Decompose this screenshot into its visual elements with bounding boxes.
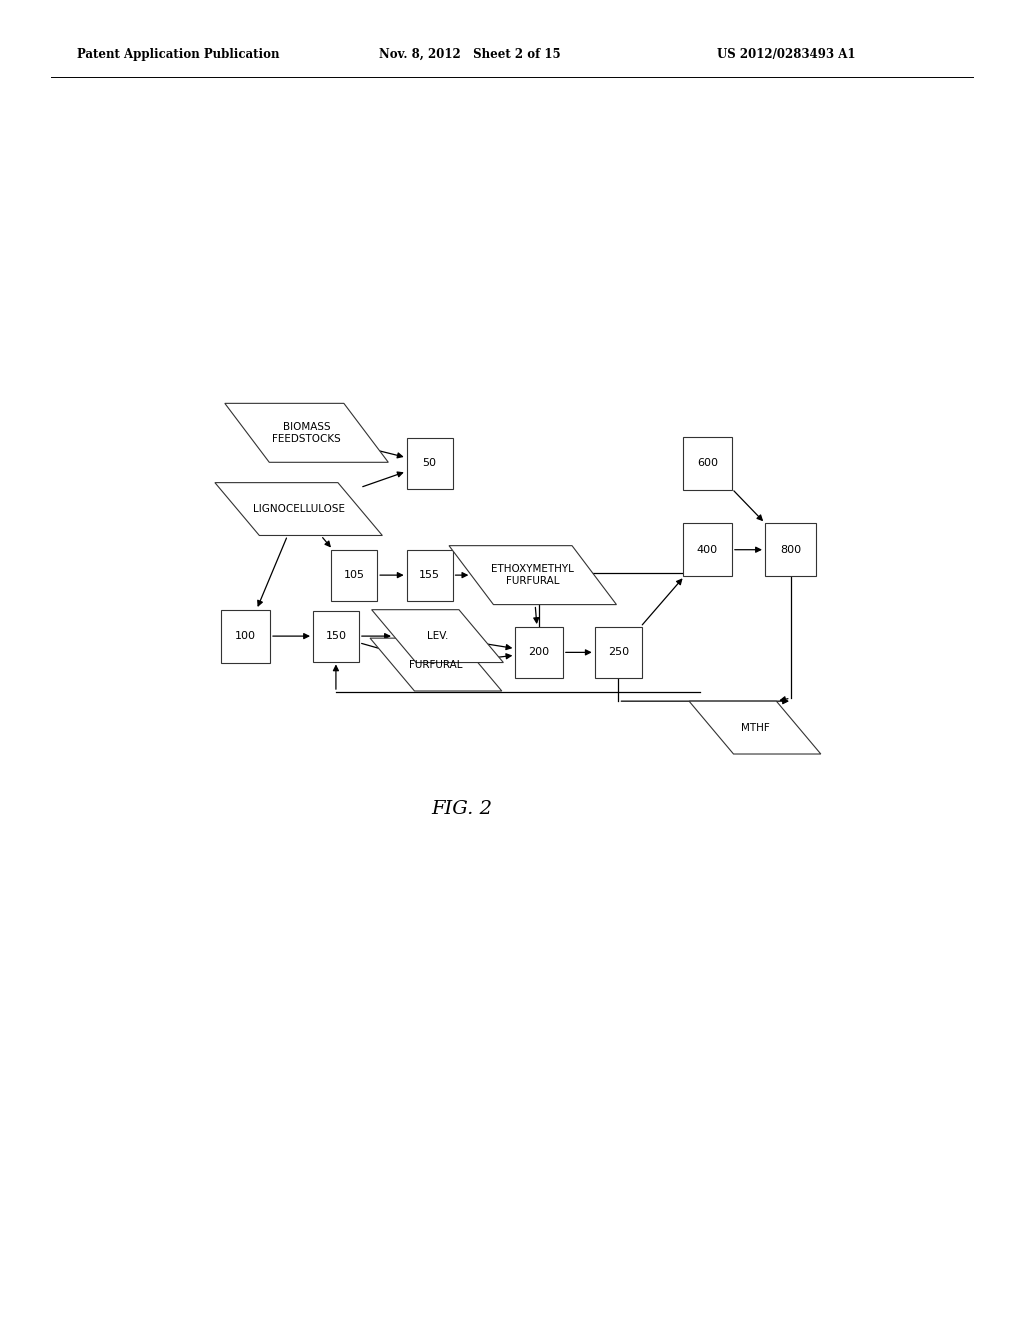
Bar	[407, 549, 453, 601]
Text: 150: 150	[326, 631, 346, 642]
Bar	[313, 611, 359, 661]
Bar	[595, 627, 642, 677]
Polygon shape	[370, 638, 502, 690]
Bar	[683, 437, 732, 490]
Text: BIOMASS
FEEDSTOCKS: BIOMASS FEEDSTOCKS	[272, 422, 341, 444]
Text: 155: 155	[419, 570, 440, 579]
Bar	[765, 523, 816, 576]
Text: 600: 600	[696, 458, 718, 469]
Text: LIGNOCELLULOSE: LIGNOCELLULOSE	[253, 504, 345, 513]
Text: 400: 400	[696, 545, 718, 554]
Polygon shape	[225, 404, 388, 462]
Text: 250: 250	[608, 647, 629, 657]
Text: LEV.: LEV.	[427, 631, 449, 642]
Polygon shape	[215, 483, 382, 536]
Polygon shape	[449, 545, 616, 605]
Text: US 2012/0283493 A1: US 2012/0283493 A1	[717, 48, 855, 61]
Polygon shape	[689, 701, 821, 754]
Text: 50: 50	[423, 458, 436, 469]
Text: 200: 200	[528, 647, 550, 657]
Polygon shape	[372, 610, 504, 663]
Text: FIG. 2: FIG. 2	[431, 800, 492, 818]
Bar	[515, 627, 563, 677]
Text: ETHOXYMETHYL
FURFURAL: ETHOXYMETHYL FURFURAL	[492, 565, 574, 586]
Text: MTHF: MTHF	[740, 722, 769, 733]
Text: 100: 100	[234, 631, 256, 642]
Bar	[407, 438, 453, 488]
Text: 800: 800	[780, 545, 801, 554]
Bar	[221, 610, 270, 663]
Text: Patent Application Publication: Patent Application Publication	[77, 48, 280, 61]
Text: FURFURAL: FURFURAL	[410, 660, 463, 669]
Text: 105: 105	[344, 570, 365, 579]
Text: Nov. 8, 2012   Sheet 2 of 15: Nov. 8, 2012 Sheet 2 of 15	[379, 48, 560, 61]
Bar	[331, 549, 377, 601]
Bar	[683, 523, 732, 576]
